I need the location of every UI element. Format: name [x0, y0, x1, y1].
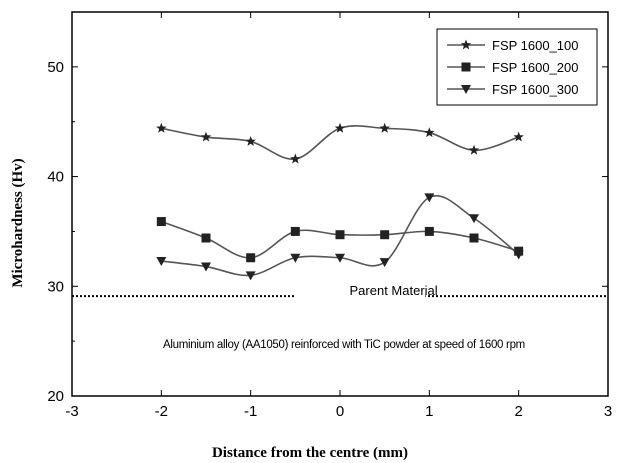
- chart-annotation: Aluminium alloy (AA1050) reinforced with…: [163, 339, 525, 351]
- data-point: [513, 250, 524, 260]
- x-tick-label: -3: [65, 403, 78, 420]
- y-axis-label: Microhardness (Hv): [10, 158, 26, 287]
- legend-marker: [461, 85, 471, 94]
- x-axis-label: Distance from the centre (mm): [212, 445, 408, 461]
- y-tick-label: 40: [47, 169, 64, 186]
- series-group: [156, 122, 524, 281]
- data-point: [469, 214, 479, 224]
- legend-marker: [461, 62, 471, 72]
- x-tick-label: 2: [514, 403, 522, 420]
- data-point: [156, 122, 167, 133]
- x-tick-label: -1: [244, 403, 257, 420]
- y-tick-label: 50: [47, 59, 64, 76]
- data-point: [380, 230, 390, 240]
- legend-item-2: FSP 1600_200: [447, 60, 579, 75]
- x-tick-label: 0: [336, 403, 344, 420]
- data-point: [468, 144, 480, 155]
- data-point: [379, 258, 390, 268]
- parent-material-reference: Parent Material: [72, 282, 608, 299]
- data-point: [513, 131, 524, 142]
- data-point: [290, 253, 301, 263]
- legend-item-1: FSP 1600_100: [447, 38, 579, 53]
- parent-material-label: Parent Material: [350, 283, 438, 298]
- parent-material-label-bg: [295, 282, 426, 299]
- data-point: [290, 153, 301, 164]
- series-1: [156, 122, 524, 164]
- data-point: [246, 253, 256, 263]
- data-point: [156, 217, 166, 227]
- data-point: [335, 230, 345, 240]
- axes: -3 -2 -1 0 1 2 3 20 30 40 50: [47, 12, 612, 420]
- data-point: [335, 253, 345, 263]
- legend-label: FSP 1600_100: [492, 38, 579, 53]
- data-point: [469, 233, 479, 243]
- legend-item-3: FSP 1600_300: [447, 82, 579, 97]
- x-tick-label: 3: [604, 403, 612, 420]
- legend-label: FSP 1600_300: [492, 82, 579, 97]
- data-point: [290, 226, 300, 236]
- data-point: [200, 131, 212, 142]
- legend-marker: [460, 39, 472, 50]
- data-point: [156, 257, 167, 267]
- series-3: [156, 193, 524, 281]
- data-point: [424, 226, 434, 236]
- data-point: [379, 122, 390, 133]
- x-tick-label: -2: [155, 403, 168, 420]
- series-line: [161, 220, 519, 259]
- data-point: [245, 135, 256, 146]
- data-point: [424, 127, 435, 138]
- series-line: [161, 125, 519, 160]
- x-tick-label: 1: [425, 403, 433, 420]
- data-point: [201, 233, 211, 243]
- data-point: [424, 193, 435, 203]
- data-point: [334, 122, 346, 133]
- y-tick-label: 20: [47, 388, 64, 405]
- legend-label: FSP 1600_200: [492, 60, 579, 75]
- legend: FSP 1600_100 FSP 1600_200 FSP 1600_300: [436, 28, 598, 106]
- data-point: [201, 262, 211, 272]
- data-point: [245, 271, 256, 281]
- y-tick-label: 30: [47, 278, 64, 295]
